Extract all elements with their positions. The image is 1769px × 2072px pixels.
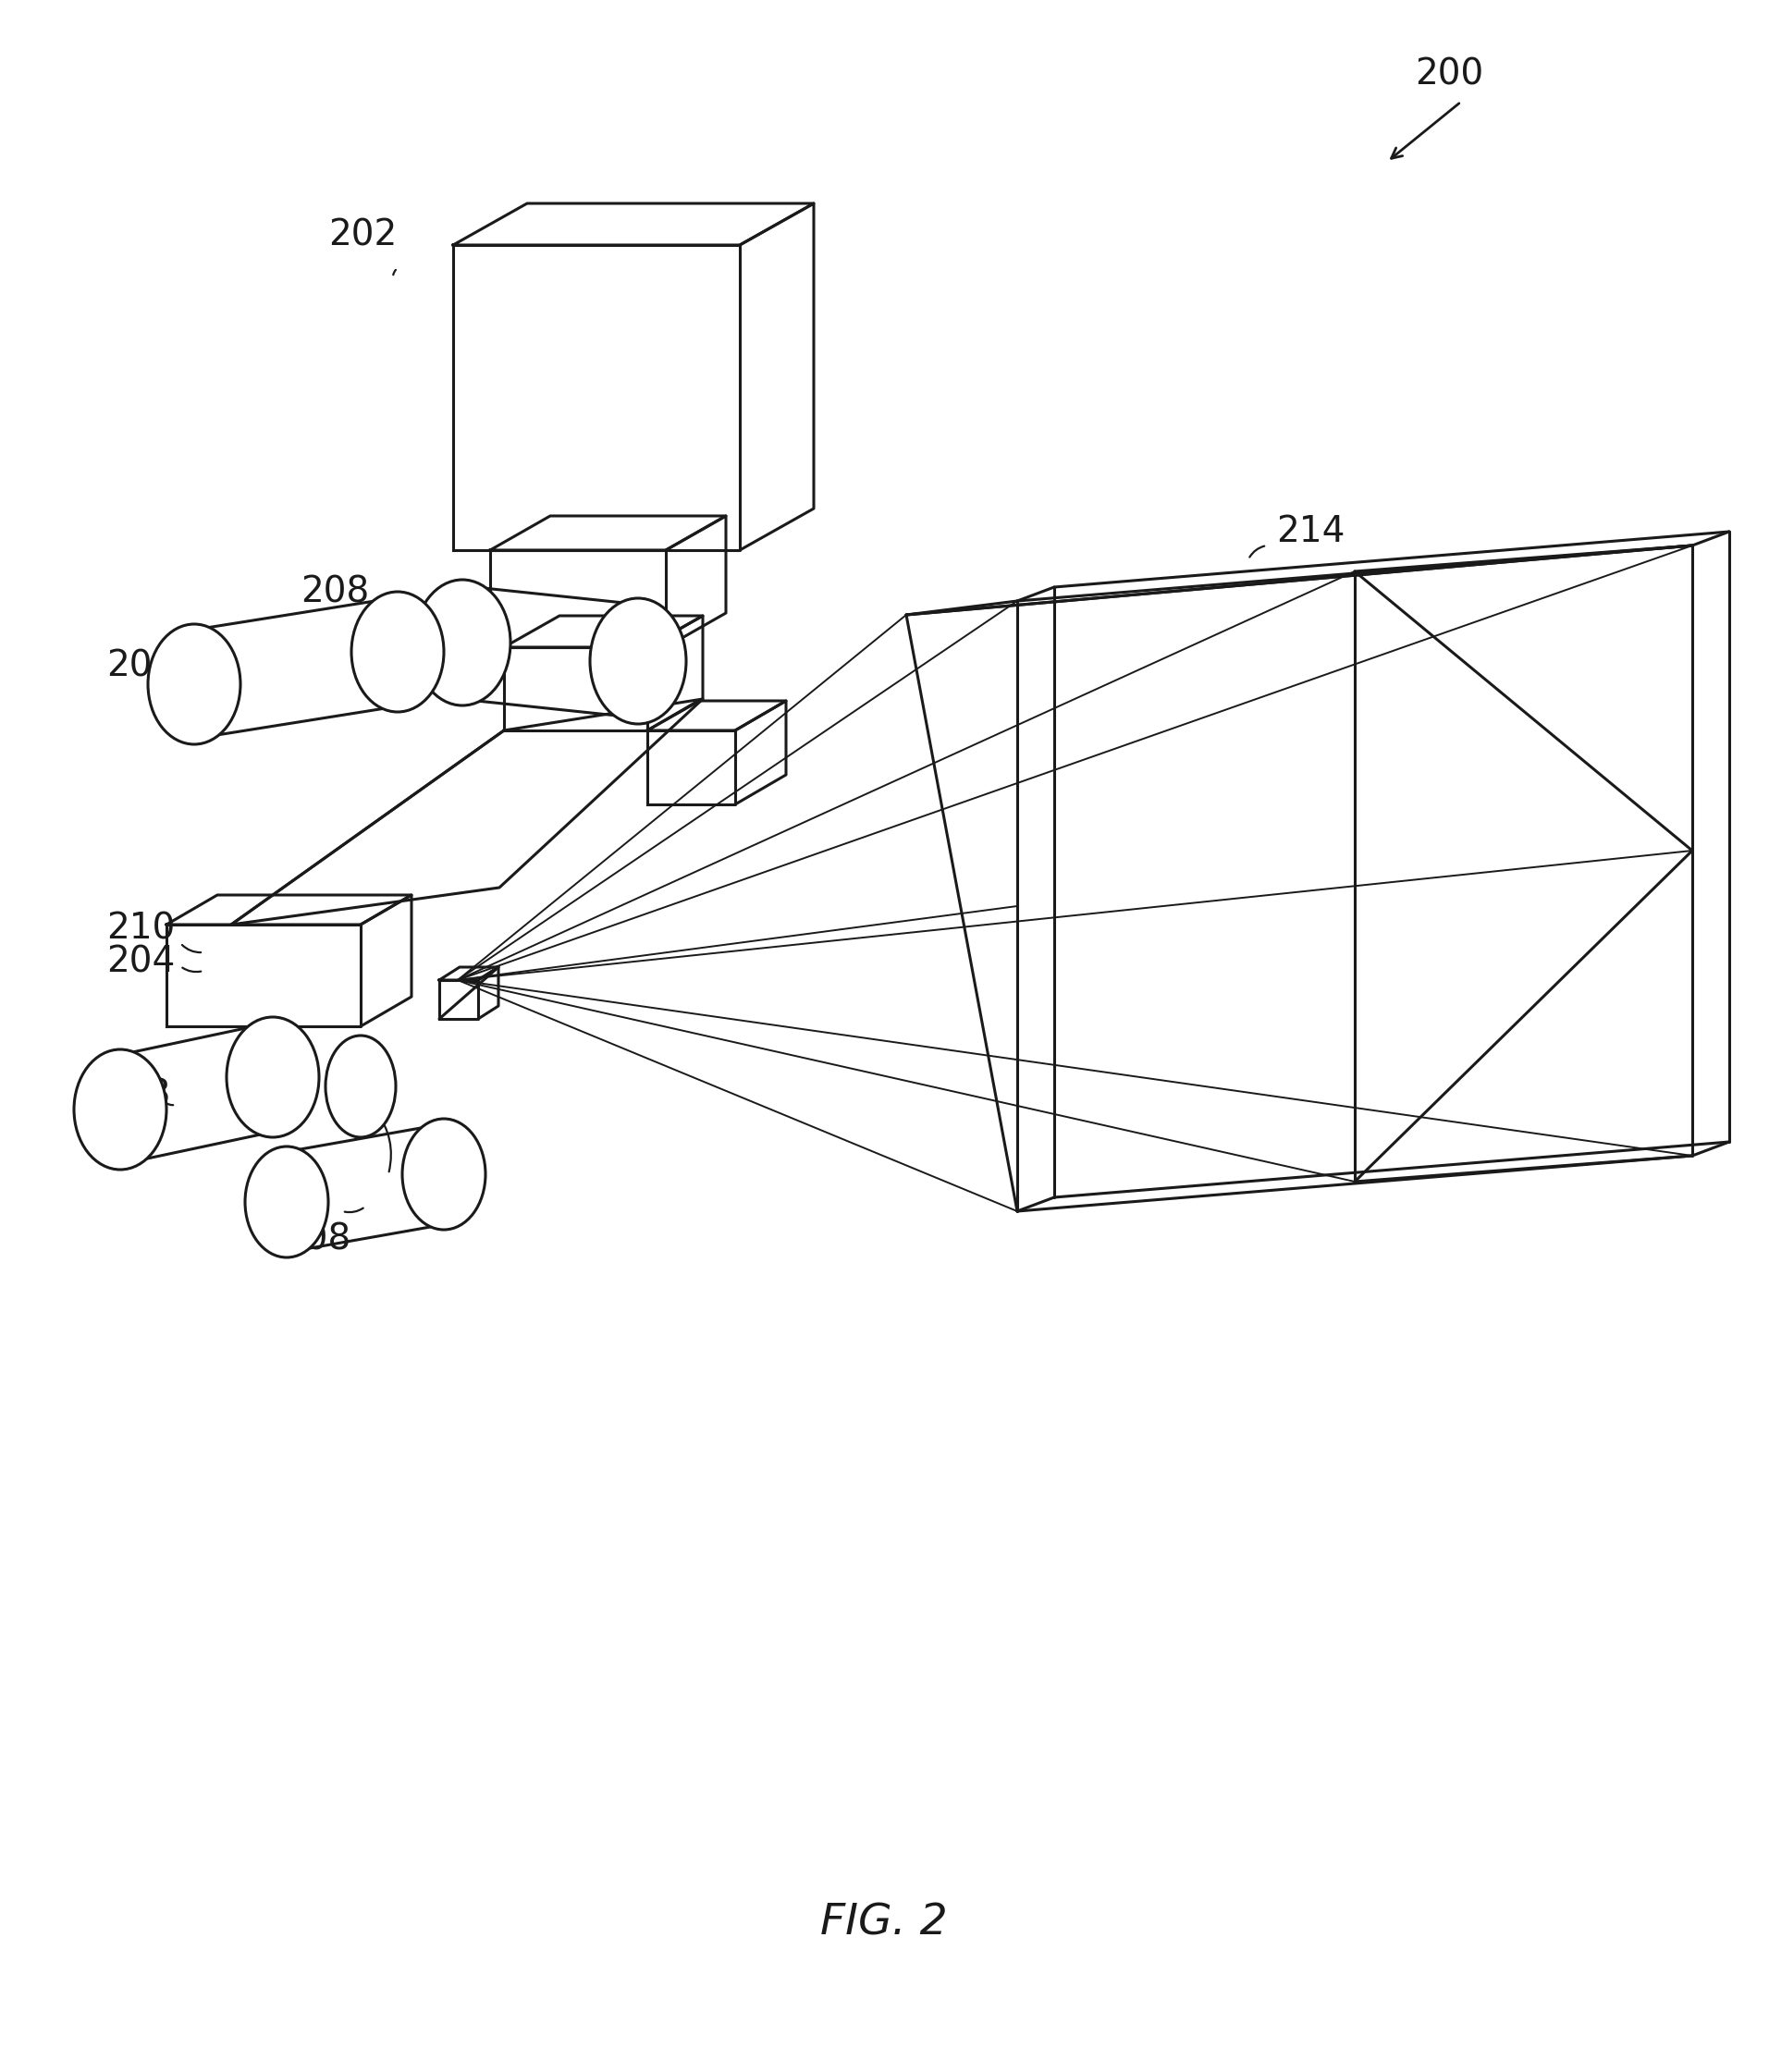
Ellipse shape: [246, 1146, 329, 1258]
Text: 200: 200: [1415, 56, 1484, 91]
Text: 208: 208: [106, 649, 175, 684]
Text: 208: 208: [103, 1077, 170, 1113]
Ellipse shape: [226, 1017, 318, 1138]
Text: 214: 214: [1275, 514, 1344, 549]
Ellipse shape: [402, 1119, 485, 1229]
Text: 204: 204: [106, 945, 175, 980]
Text: 208: 208: [301, 574, 370, 609]
Text: 202: 202: [329, 218, 396, 253]
Ellipse shape: [414, 580, 511, 704]
Text: 210: 210: [106, 912, 175, 947]
Text: 212: 212: [402, 1171, 471, 1206]
Ellipse shape: [149, 624, 241, 744]
Text: 208: 208: [281, 1220, 350, 1256]
Ellipse shape: [352, 593, 444, 713]
Ellipse shape: [74, 1048, 166, 1169]
Text: FIG. 2: FIG. 2: [821, 1902, 948, 1944]
Ellipse shape: [325, 1036, 396, 1138]
Ellipse shape: [591, 599, 686, 723]
